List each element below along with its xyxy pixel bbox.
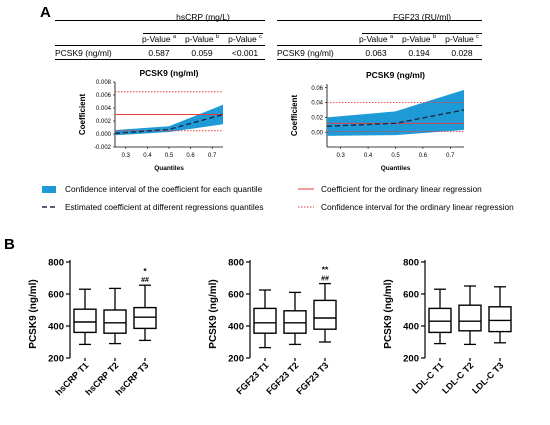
legend-ols-coef: Coefficient for the ordinary linear regr…	[321, 184, 482, 194]
y-tick-label: 800	[228, 258, 244, 269]
p-value: 0.059	[191, 48, 213, 58]
y-axis-label: PCSK9 (ng/ml)	[28, 279, 39, 348]
box	[458, 304, 482, 332]
y-tick-label: 0.002	[96, 119, 112, 125]
chart-title: PCSK9 (ng/ml)	[139, 68, 198, 78]
y-tick-label: 400	[228, 322, 244, 333]
estimated-coefficient-line	[114, 113, 224, 135]
x-tick-label: 0.3	[337, 153, 346, 159]
x-tick-label: 0.5	[391, 153, 400, 159]
col-label: p-Value a	[141, 34, 177, 44]
x-tick-label: 0.4	[143, 153, 152, 159]
hscrp-quantile-chart: PCSK9 (ng/ml) Quantiles Coefficient -0.002 0…	[78, 68, 224, 172]
y-tick-label: -0.002	[94, 145, 112, 151]
panel-a-letter: A	[40, 4, 51, 21]
box	[133, 306, 157, 330]
y-tick-label: 0.00	[311, 130, 323, 136]
ols-ci-swatch	[298, 206, 314, 208]
x-tick-label: hsCRP T3	[113, 360, 150, 397]
significance-hash: ##	[141, 277, 149, 284]
col-label: p-Value b	[184, 34, 220, 44]
x-tick-label: 0.5	[165, 153, 174, 159]
legend-ci-quantile: Confidence interval of the coefficient f…	[65, 184, 263, 194]
table-header: hsCRP (mg/L)	[176, 12, 230, 22]
y-tick-label: 800	[403, 258, 419, 269]
p-value: <0.001	[231, 48, 259, 58]
y-tick-label: 0.006	[96, 93, 112, 99]
y-tick-label: 0.004	[96, 106, 112, 112]
y-axis-label: PCSK9 (ng/ml)	[208, 279, 219, 348]
x-tick-label: 0.6	[186, 153, 195, 159]
y-tick-label: 0.02	[311, 116, 323, 122]
p-value: 0.063	[365, 48, 387, 58]
legend: Confidence interval of the coefficient f…	[40, 184, 530, 224]
box	[103, 309, 127, 334]
legend-estimated: Estimated coefficient at different regre…	[65, 202, 264, 212]
box	[313, 299, 337, 330]
col-label: p-Value c	[228, 34, 262, 44]
fgf23-quantile-chart: PCSK9 (ng/ml) Quantiles Coefficient 0.00 0.0…	[290, 70, 465, 172]
x-tick-label: 0.3	[122, 153, 131, 159]
y-tick-label: 0.06	[311, 86, 323, 92]
x-tick-label: LDL-C T3	[470, 360, 505, 395]
y-tick-label: 200	[403, 354, 419, 365]
p-value: 0.028	[451, 48, 473, 58]
box	[488, 306, 512, 333]
legend-ols-ci: Confidence interval for the ordinary lin…	[321, 202, 514, 212]
significance-star: *	[143, 266, 147, 276]
x-tick-label: LDL-C T2	[440, 360, 475, 395]
y-tick-label: 200	[228, 354, 244, 365]
y-axis-label: Coefficient	[290, 95, 299, 137]
y-axis-label: Coefficient	[78, 94, 87, 136]
table-header: FGF23 (RU/ml)	[392, 12, 452, 22]
p-value: 0.194	[408, 48, 430, 58]
fgf23-table: FGF23 (RU/ml) p-Value a p-Value b p-Valu…	[277, 12, 482, 62]
y-tick-label: 0.008	[96, 80, 112, 86]
y-tick-label: 400	[48, 322, 64, 333]
row-label: PCSK9 (ng/ml)	[55, 48, 112, 58]
significance-hash: ##	[321, 276, 329, 283]
y-tick-label: 0.000	[96, 132, 112, 138]
y-tick-label: 600	[228, 290, 244, 301]
x-tick-label: 0.7	[446, 153, 455, 159]
col-label: p-Value b	[401, 34, 437, 44]
y-tick-label: 600	[403, 290, 419, 301]
y-tick-label: 800	[48, 258, 64, 269]
significance-star: **	[322, 265, 329, 275]
chart-title: PCSK9 (ng/ml)	[366, 70, 425, 80]
box	[253, 307, 277, 334]
hscrp-table: hsCRP (mg/L) p-Value a p-Value b p-Value…	[55, 12, 265, 62]
row-label: PCSK9 (ng/ml)	[277, 48, 334, 58]
col-label: p-Value a	[358, 34, 394, 44]
y-axis-label: PCSK9 (ng/ml)	[383, 279, 394, 348]
estimated-coefficient-line	[326, 109, 465, 127]
x-tick-label: FGF23 T3	[294, 360, 330, 396]
panel-b-letter: B	[4, 236, 15, 253]
box	[428, 307, 452, 334]
box	[73, 308, 97, 334]
x-axis-label: Quantiles	[154, 165, 184, 172]
dash-swatch	[42, 206, 58, 208]
x-axis-label: Quantiles	[381, 165, 411, 172]
ols-line-swatch	[298, 188, 314, 190]
y-tick-label: 600	[48, 290, 64, 301]
x-tick-label: 0.7	[208, 153, 217, 159]
x-tick-label: 0.6	[419, 153, 428, 159]
col-label: p-Value c	[445, 34, 479, 44]
y-tick-label: 200	[48, 354, 64, 365]
ci-band	[115, 104, 223, 136]
y-tick-label: 0.04	[311, 101, 323, 107]
ci-band	[327, 89, 464, 136]
p-value: 0.587	[148, 48, 170, 58]
box	[283, 310, 307, 334]
x-tick-label: LDL-C T1	[410, 360, 445, 395]
x-tick-label: 0.4	[364, 153, 373, 159]
ci-band-swatch	[42, 186, 56, 193]
y-tick-label: 400	[403, 322, 419, 333]
